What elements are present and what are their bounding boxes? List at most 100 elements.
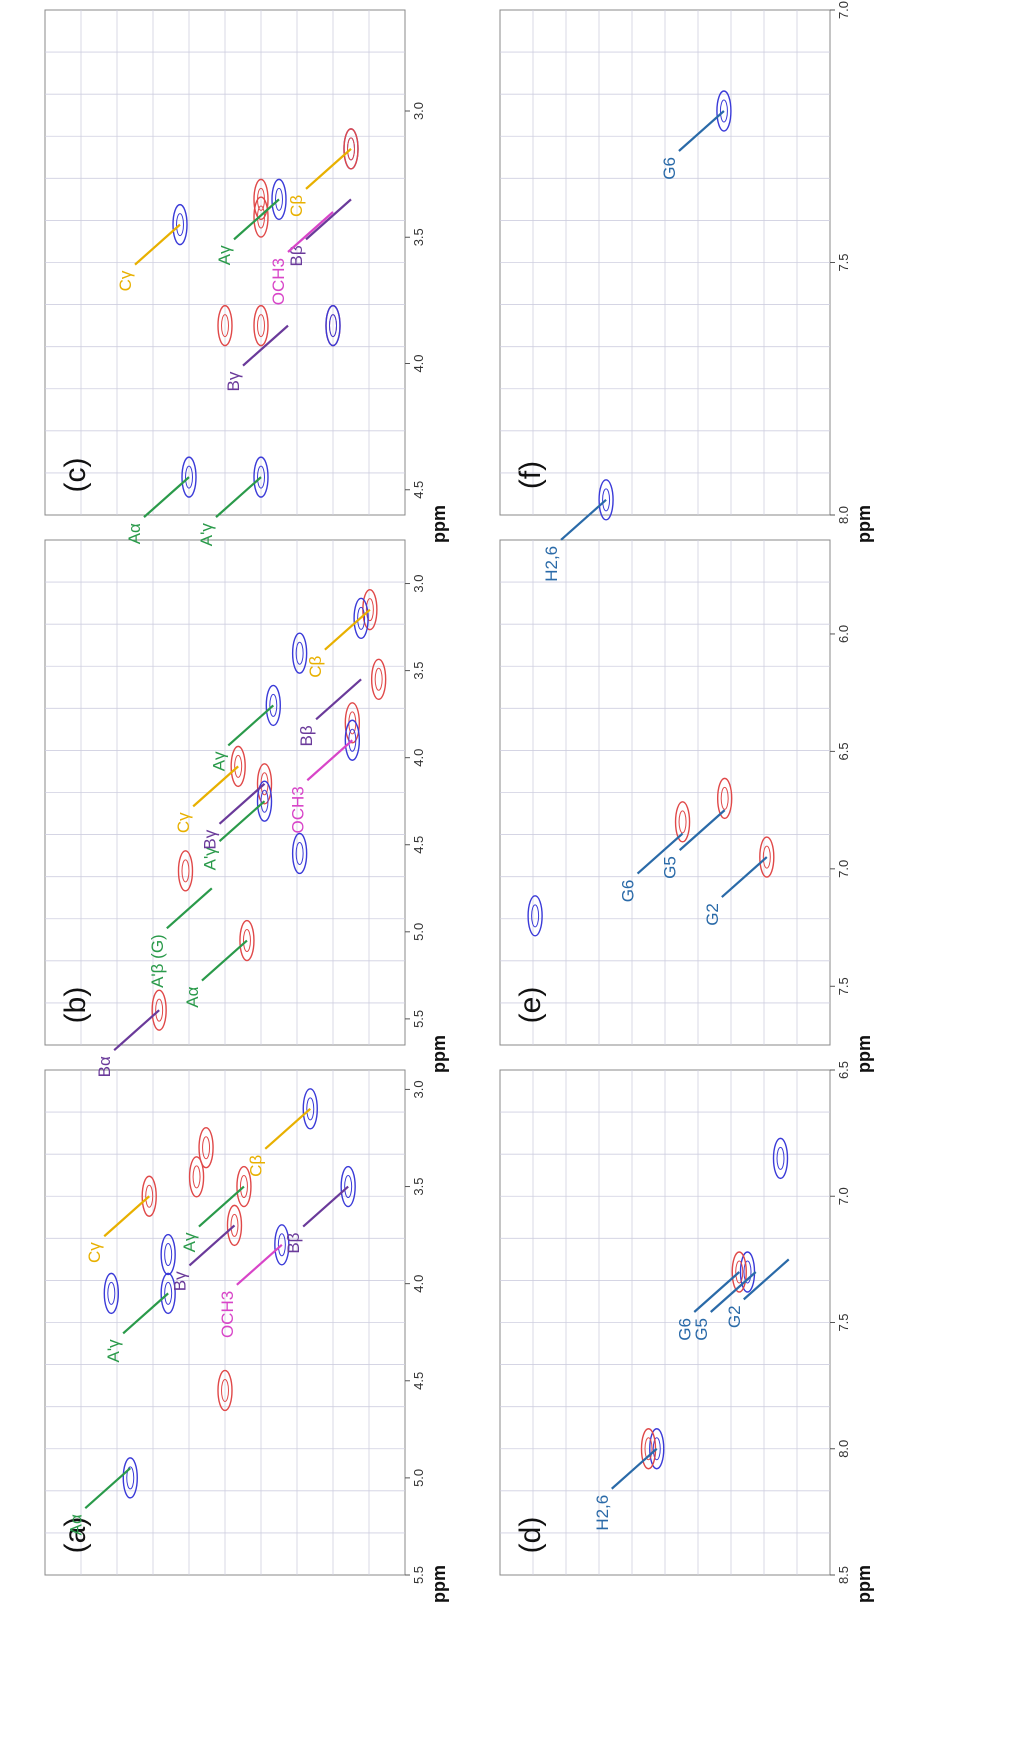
tick-label: 4.0 (411, 1275, 426, 1293)
annotation-leader (201, 939, 248, 982)
cross-peak-inner (365, 598, 374, 622)
cross-peak (598, 479, 614, 521)
annotation-leader (236, 1243, 283, 1286)
cross-peak-inner (762, 845, 771, 869)
axis-label-ppm: ppm (429, 1035, 449, 1073)
tick-label: 7.0 (836, 1187, 851, 1205)
panel-label: (b) (59, 987, 92, 1024)
cross-peak (172, 203, 188, 246)
tick-label: 7.5 (836, 253, 851, 271)
annotation-leader (636, 832, 684, 875)
annotation-label: OCH3 (288, 786, 307, 833)
tick-label: 4.5 (411, 1372, 426, 1390)
annotation-leader (134, 223, 181, 266)
cross-peak-inner (678, 810, 687, 834)
tick-label: 6.0 (836, 625, 851, 643)
cross-peak (151, 989, 167, 1031)
tick-label: 8.0 (836, 1440, 851, 1458)
annotation-label: G6 (660, 157, 679, 180)
cross-peak-inner (181, 859, 190, 883)
cross-peak-inner (164, 1281, 173, 1305)
cross-peak-inner (239, 1175, 248, 1199)
cross-peak-inner (221, 1378, 229, 1402)
cross-peak (302, 1088, 318, 1130)
annotation-leader (302, 1185, 349, 1228)
cross-peak (291, 632, 308, 674)
annotation-leader (693, 1271, 740, 1313)
cross-peak-inner (277, 1233, 286, 1257)
annotation-leader (103, 1195, 150, 1238)
annotation-leader (611, 1447, 658, 1490)
panel-label: (d) (514, 1517, 547, 1554)
axis-label-ppm: ppm (854, 505, 874, 543)
cross-peak (716, 777, 733, 820)
cross-peak-inner (306, 1097, 315, 1121)
cross-peak (649, 1428, 665, 1470)
cross-peak (188, 1156, 205, 1198)
cross-peak (265, 684, 281, 727)
cross-peak (271, 178, 287, 221)
annotation-label: Cβ (287, 195, 306, 217)
cross-peak (253, 456, 269, 498)
cross-peak-inner (145, 1184, 154, 1208)
annotation-label: Bγ (201, 829, 220, 849)
annotation-label: Aα (66, 1514, 85, 1535)
annotation-leader (242, 324, 289, 367)
axis-label-ppm: ppm (854, 1565, 874, 1603)
cross-peak (256, 780, 273, 822)
cross-peak (731, 1251, 747, 1293)
annotation-leader (198, 1185, 245, 1228)
panel-label: (a) (59, 1517, 92, 1554)
cross-peak-inner (107, 1281, 116, 1305)
cross-peak-inner (776, 1146, 785, 1170)
cross-peak-inner (155, 998, 164, 1022)
cross-peak (253, 178, 269, 221)
cross-peak (274, 1224, 290, 1266)
annotation-leader (710, 1271, 757, 1313)
cross-peak (217, 1369, 233, 1412)
cross-peak (256, 763, 273, 805)
cross-peak (353, 597, 369, 640)
annotation-leader (113, 1009, 160, 1051)
annotation-label: Aα (125, 523, 144, 544)
cross-peak-inner (295, 841, 304, 865)
tick-label: 6.5 (836, 1061, 851, 1079)
annotation-leader (305, 148, 352, 190)
annotation-leader (721, 856, 768, 898)
cross-peak-inner (257, 314, 265, 338)
annotation-label: OCH3 (269, 258, 288, 305)
cross-peak-inner (242, 929, 251, 953)
cross-peak-inner (192, 1165, 201, 1189)
annotation-leader (122, 1292, 169, 1335)
tick-label: 8.0 (836, 506, 851, 524)
annotation-leader (287, 211, 334, 253)
annotation-label: A'γ (104, 1339, 123, 1363)
annotation-label: G5 (661, 856, 680, 879)
annotation-leader (143, 476, 190, 518)
tick-label: 7.5 (836, 977, 851, 995)
annotation-label: A'γ (201, 847, 220, 871)
tick-label: 3.0 (411, 574, 426, 592)
annotation-leader (188, 1224, 236, 1267)
tick-label: 7.5 (836, 1313, 851, 1331)
cross-peak (198, 1126, 214, 1169)
annotation-leader (218, 782, 266, 825)
cross-peak-inner (720, 786, 729, 810)
cross-peak (236, 1165, 252, 1208)
annotation-leader (215, 476, 262, 518)
annotation-label: Cγ (116, 270, 135, 291)
tick-label: 3.5 (411, 228, 426, 246)
cross-peak-inner (735, 1260, 744, 1284)
annotation-leader (560, 499, 607, 541)
cross-peak (160, 1233, 176, 1276)
panel-e: 7.5 7.0 6.5 6.0 ppm (e) G2 G5 G6 (499, 539, 874, 1073)
cross-peak-inner (602, 488, 611, 512)
annotation-label: A'γ (197, 523, 216, 547)
tick-label: 5.5 (411, 1010, 426, 1028)
tick-label: 3.0 (411, 1080, 426, 1098)
annotation-leader (315, 678, 362, 721)
cross-peak (370, 658, 387, 701)
annotation-label: Bβ (284, 1232, 303, 1253)
